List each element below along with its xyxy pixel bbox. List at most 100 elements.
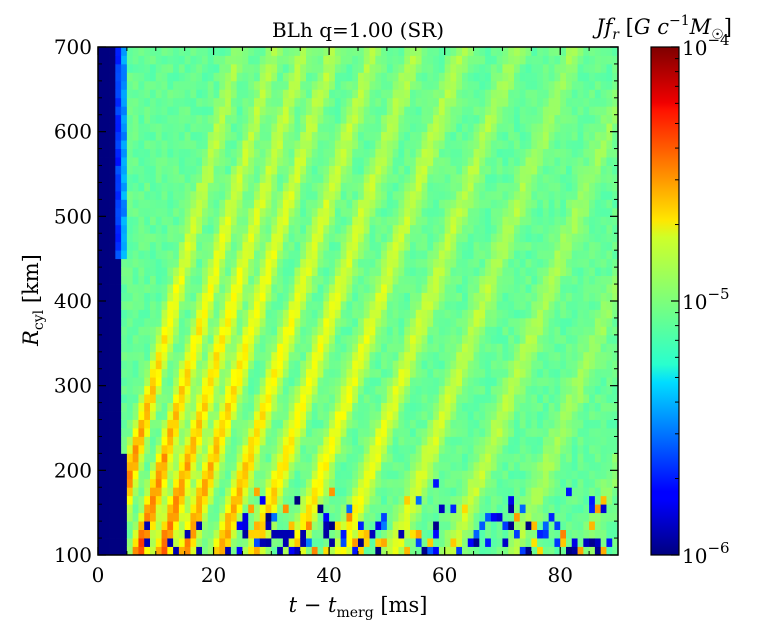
heatmap-cell: [184, 326, 191, 336]
heatmap-cell: [352, 538, 359, 547]
heatmap-cell: [398, 80, 405, 90]
heatmap-cell: [421, 233, 428, 243]
heatmap-cell: [277, 131, 284, 141]
heatmap-cell: [329, 385, 336, 395]
heatmap-cell: [340, 190, 347, 200]
heatmap-cell: [427, 301, 434, 310]
heatmap-cell: [542, 190, 550, 200]
heatmap-cell: [358, 309, 365, 319]
heatmap-cell: [421, 419, 428, 429]
heatmap-cell: [300, 224, 307, 234]
heatmap-cell: [450, 351, 457, 361]
heatmap-cell: [98, 174, 105, 183]
heatmap-cell: [254, 334, 261, 344]
heatmap-cell: [259, 546, 266, 556]
heatmap-cell: [242, 343, 249, 353]
heatmap-cell: [554, 72, 561, 82]
heatmap-cell: [167, 190, 174, 200]
heatmap-cell: [167, 521, 174, 530]
heatmap-cell: [473, 343, 480, 353]
heatmap-cell: [415, 123, 422, 133]
heatmap-cell: [444, 131, 451, 141]
heatmap-cell: [508, 453, 515, 463]
heatmap-cell: [259, 89, 266, 99]
heatmap-cell: [548, 72, 555, 82]
heatmap-cell: [438, 385, 446, 395]
heatmap-cell: [300, 377, 307, 387]
heatmap-cell: [444, 512, 451, 522]
heatmap-cell: [421, 182, 428, 192]
heatmap-cell: [190, 538, 197, 547]
heatmap-cell: [537, 106, 544, 116]
heatmap-cell: [161, 402, 168, 412]
heatmap-cell: [300, 521, 307, 530]
heatmap-cell: [213, 402, 220, 412]
heatmap-cell: [144, 140, 151, 149]
heatmap-cell: [155, 250, 162, 260]
heatmap-cell: [248, 89, 255, 99]
heatmap-cell: [213, 72, 220, 82]
heatmap-cell: [386, 546, 394, 556]
heatmap-cell: [514, 157, 521, 166]
heatmap-cell: [531, 326, 538, 336]
heatmap-cell: [386, 538, 394, 547]
heatmap-cell: [542, 114, 550, 124]
heatmap-cell: [496, 419, 503, 429]
heatmap-cell: [103, 207, 110, 217]
heatmap-cell: [225, 436, 232, 446]
heatmap-cell: [277, 165, 284, 175]
heatmap-cell: [190, 267, 197, 276]
heatmap-cell: [531, 512, 538, 522]
heatmap-cell: [438, 97, 446, 107]
heatmap-cell: [196, 453, 203, 463]
heatmap-cell: [358, 199, 365, 209]
heatmap-cell: [542, 72, 550, 82]
heatmap-cell: [404, 309, 411, 319]
heatmap-cell: [288, 55, 295, 65]
heatmap-cell: [323, 190, 330, 200]
heatmap-cell: [381, 385, 388, 395]
heatmap-cell: [271, 546, 278, 556]
heatmap-cell: [132, 190, 139, 200]
heatmap-cell: [537, 165, 544, 175]
heatmap-cell: [115, 97, 122, 107]
heatmap-cell: [126, 453, 134, 463]
heatmap-cell: [398, 216, 405, 226]
heatmap-cell: [213, 190, 220, 200]
heatmap-cell: [277, 512, 284, 522]
heatmap-cell: [306, 360, 313, 370]
heatmap-cell: [196, 428, 203, 437]
heatmap-cell: [346, 419, 353, 429]
heatmap-cell: [381, 334, 388, 344]
heatmap-cell: [537, 131, 544, 141]
heatmap-cell: [294, 241, 301, 251]
heatmap-cell: [450, 444, 457, 454]
heatmap-cell: [496, 224, 503, 234]
heatmap-cell: [514, 470, 521, 480]
heatmap-cell: [375, 157, 382, 166]
heatmap-cell: [508, 182, 515, 192]
heatmap-cell: [230, 55, 238, 65]
heatmap-cell: [433, 148, 440, 158]
heatmap-cell: [190, 199, 197, 209]
heatmap-cell: [462, 216, 469, 226]
heatmap-cell: [415, 546, 422, 556]
heatmap-cell: [485, 444, 492, 454]
heatmap-cell: [508, 368, 515, 378]
heatmap-cell: [190, 89, 197, 99]
heatmap-cell: [525, 470, 532, 480]
heatmap-cell: [502, 377, 509, 387]
heatmap-cell: [282, 512, 290, 522]
heatmap-cell: [184, 351, 191, 361]
heatmap-cell: [554, 301, 561, 310]
heatmap-cell: [173, 233, 180, 243]
heatmap-cell: [433, 538, 440, 547]
heatmap-cell: [490, 157, 498, 166]
heatmap-cell: [346, 309, 353, 319]
heatmap-cell: [334, 334, 342, 344]
heatmap-cell: [352, 199, 359, 209]
heatmap-cell: [554, 436, 561, 446]
heatmap-cell: [525, 521, 532, 530]
heatmap-cell: [271, 351, 278, 361]
heatmap-cell: [213, 131, 220, 141]
